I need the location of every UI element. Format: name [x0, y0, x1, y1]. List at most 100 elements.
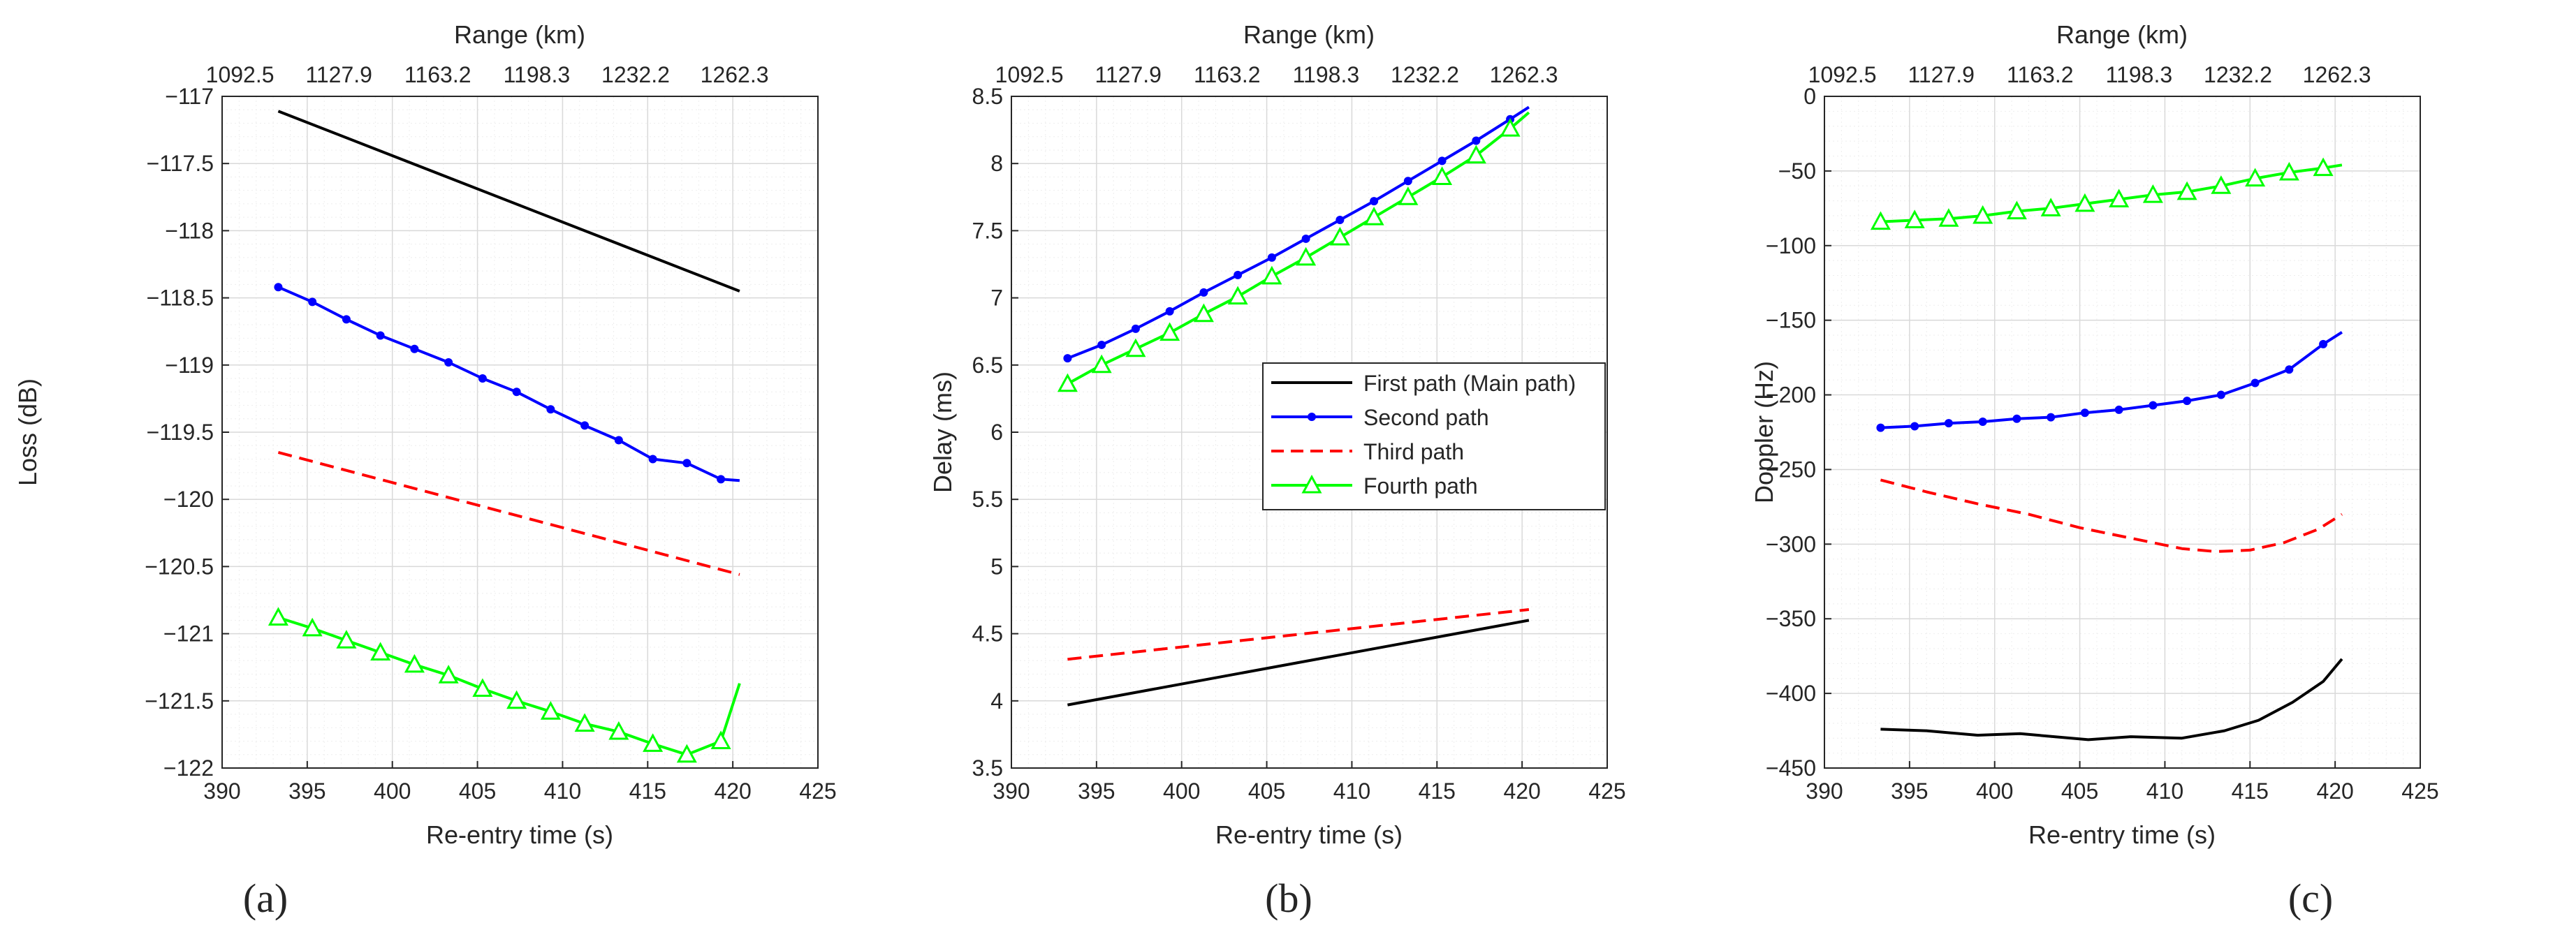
y-tick-label: 7.5: [972, 218, 1003, 243]
y-tick-label: 4: [990, 688, 1003, 714]
data-point: [506, 690, 527, 709]
legend-label-third-path: Third path: [1363, 439, 1464, 464]
top-tick-label: 1092.5: [206, 62, 275, 87]
y-tick-label: −118.5: [147, 286, 214, 311]
x-tick-label: 420: [2316, 779, 2353, 804]
data-point: [2149, 401, 2158, 410]
data-point: [1165, 307, 1174, 316]
top-tick-label: 1092.5: [1808, 62, 1877, 87]
y-tick-label: −122: [163, 755, 214, 781]
data-point: [2216, 390, 2225, 399]
data-point: [574, 713, 595, 732]
panel-label-a: (a): [243, 876, 288, 921]
panel-label-c: (c): [2288, 876, 2333, 921]
data-point: [648, 455, 657, 464]
data-point: [2176, 181, 2197, 200]
series-line: [1880, 478, 2343, 553]
x-axis-label: Re-entry time (s): [2028, 820, 2216, 849]
x-tick-label: 410: [544, 779, 581, 804]
top-axis-label: Range (km): [454, 20, 585, 49]
x-tick-label: 400: [1976, 779, 2013, 804]
y-tick-label: −250: [1766, 457, 1816, 482]
data-point: [1398, 186, 1419, 205]
x-axis-label: Re-entry time (s): [1215, 820, 1403, 849]
data-point: [1904, 209, 1925, 228]
data-point: [1097, 340, 1106, 349]
series-second-path: [274, 283, 740, 484]
data-point: [2047, 413, 2056, 422]
data-point: [580, 421, 590, 430]
y-tick-label: −119.5: [147, 420, 214, 445]
data-point: [1472, 136, 1481, 145]
data-point: [478, 374, 487, 383]
series-layer: [1870, 157, 2343, 742]
chart-panel-delay: 390 395 400 405 410 415 420 425 3.5 4 4.5 5 5.5 6 6.5 7…: [928, 20, 1626, 921]
series-first-path-main-path: [1880, 658, 2343, 742]
data-point: [2074, 193, 2095, 212]
data-point: [1403, 177, 1412, 186]
series-second-path: [1876, 331, 2343, 432]
data-point: [1227, 286, 1248, 305]
y-tick-label: −121.5: [145, 688, 214, 714]
y-tick-label: 3.5: [972, 755, 1003, 781]
top-tick-label: 1127.9: [1095, 62, 1162, 87]
y-tick-label: −120: [163, 487, 214, 512]
y-tick-label: −117.5: [147, 151, 214, 176]
data-point: [342, 315, 351, 324]
y-tick-label: −100: [1766, 233, 1816, 258]
top-tick-label: 1092.5: [995, 62, 1064, 87]
data-point: [1876, 423, 1885, 432]
data-point: [1335, 216, 1345, 225]
data-point: [268, 607, 288, 626]
plot-area: [1824, 96, 2420, 768]
y-tick-label: −300: [1766, 531, 1816, 556]
top-tick-label: 1198.3: [504, 62, 571, 87]
top-tick-label: 1232.2: [2204, 62, 2272, 87]
x-tick-label: 405: [2061, 779, 2098, 804]
data-point: [1437, 156, 1447, 165]
data-point: [1370, 197, 1379, 206]
data-point: [2006, 200, 2027, 220]
y-tick-label: 5.5: [972, 487, 1003, 512]
top-tick-label: 1163.2: [404, 62, 471, 87]
series-third-path: [1067, 608, 1530, 661]
data-point: [643, 733, 664, 752]
x-tick-label: 425: [799, 779, 836, 804]
x-tick-label: 415: [2232, 779, 2269, 804]
data-point: [2080, 408, 2089, 418]
data-point: [2278, 161, 2299, 181]
data-point: [1870, 211, 1891, 230]
x-axis-label: Re-entry time (s): [426, 820, 613, 849]
series-layer: [1057, 105, 1530, 707]
data-point: [2114, 405, 2123, 414]
top-tick-label: 1127.9: [1908, 62, 1975, 87]
top-tick-label: 1262.3: [701, 62, 769, 87]
data-point: [2251, 378, 2260, 388]
series-line: [1067, 619, 1530, 707]
y-tick-label: −120.5: [145, 554, 214, 579]
ticks: 390 395 400 405 410 415 420 425 3.5 4 4.5 5 5.5 6 6.5 7…: [972, 62, 1626, 804]
data-point: [2319, 339, 2328, 348]
top-tick-label: 1127.9: [305, 62, 372, 87]
x-tick-label: 410: [1333, 779, 1370, 804]
data-point: [1296, 246, 1317, 266]
data-point: [308, 297, 317, 307]
data-point: [1091, 354, 1112, 374]
y-tick-label: −400: [1766, 681, 1816, 706]
series-third-path: [1880, 478, 2343, 553]
series-line: [1880, 658, 2343, 742]
data-point: [1910, 422, 1919, 431]
data-point: [1193, 303, 1214, 323]
top-tick-label: 1232.2: [1391, 62, 1459, 87]
data-point: [376, 331, 385, 340]
top-axis-label: Range (km): [2056, 20, 2188, 49]
x-tick-label: 420: [1503, 779, 1540, 804]
data-point: [1363, 207, 1384, 226]
ticks: 390 395 400 405 410 415 420 425 −450 −400 −350 −300…: [1766, 62, 2439, 804]
data-point: [1938, 208, 1959, 227]
data-point: [1301, 234, 1310, 243]
y-tick-label: 0: [1803, 84, 1816, 109]
series-first-path-main-path: [1067, 619, 1530, 707]
chart-panel-doppler: 390 395 400 405 410 415 420 425 −450 −400 −350 −300…: [1750, 20, 2439, 921]
